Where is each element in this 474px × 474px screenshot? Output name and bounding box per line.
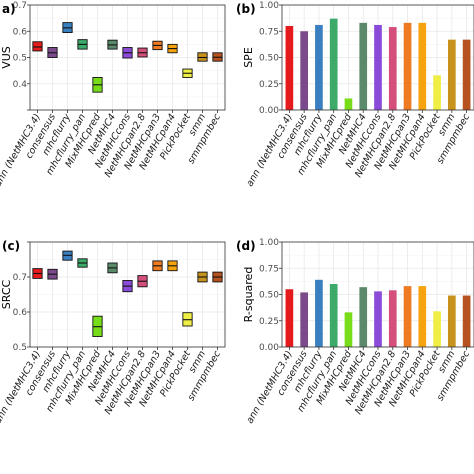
bar-7 — [374, 24, 382, 111]
crossbar-3 — [62, 22, 73, 34]
bar-3 — [315, 24, 323, 111]
y-tick-label: 0.75 — [259, 27, 279, 37]
y-tick-label: 0.4 — [13, 80, 28, 90]
y-axis-title: SRCC — [0, 279, 13, 309]
y-axis-title: VUS — [0, 46, 13, 69]
y-tick-label: 0.6 — [13, 27, 28, 37]
y-tick-label: 0.50 — [259, 54, 279, 64]
bar-9 — [403, 22, 412, 111]
bar-2 — [300, 31, 308, 110]
y-tick-label: 0.6 — [13, 308, 28, 318]
crossbar-7 — [122, 47, 133, 59]
crossbar-6 — [107, 262, 118, 274]
panel-letter: a) — [2, 2, 16, 16]
bar-4 — [329, 284, 338, 347]
bar-10 — [418, 22, 427, 111]
crossbar-8 — [137, 275, 148, 288]
y-tick-label: 0.00 — [259, 106, 279, 116]
bar-3 — [315, 279, 323, 347]
bar-8 — [388, 290, 397, 347]
crossbar-1 — [32, 41, 43, 52]
crossbar-5 — [92, 315, 103, 337]
crossbar-2 — [47, 268, 58, 280]
bar-7 — [374, 291, 382, 347]
bar-6 — [359, 22, 368, 111]
bar-5 — [344, 98, 353, 110]
crossbar-3 — [62, 250, 73, 261]
bar-13 — [462, 39, 471, 110]
bar-6 — [359, 287, 368, 347]
crossbar-12 — [197, 271, 208, 283]
bar-4 — [329, 18, 338, 110]
crossbar-13 — [212, 52, 223, 62]
crossbar-2 — [47, 47, 58, 58]
bar-1 — [285, 26, 294, 110]
bar-9 — [403, 286, 412, 347]
crossbar-10 — [167, 260, 178, 272]
bar-1 — [285, 289, 294, 347]
crossbar-10 — [167, 43, 178, 54]
crossbar-box — [32, 41, 43, 52]
y-tick-label: 1.00 — [259, 238, 279, 248]
panel-letter: (d) — [236, 239, 256, 253]
y-axis-title: R-squared — [242, 267, 255, 323]
bar-12 — [448, 295, 456, 347]
bar-2 — [300, 292, 308, 347]
y-tick-label: 0.50 — [259, 291, 279, 301]
crossbar-7 — [122, 280, 133, 293]
y-tick-label: 0.00 — [259, 343, 279, 353]
y-tick-label: 1.00 — [259, 1, 279, 11]
y-tick-label: 0.75 — [259, 264, 279, 274]
y-tick-label: 0.7 — [13, 273, 27, 283]
panel-letter: (c) — [2, 239, 20, 253]
crossbar-8 — [137, 47, 148, 58]
bar-11 — [433, 311, 441, 347]
bar-11 — [433, 75, 441, 110]
y-axis-title: SPE — [242, 47, 255, 68]
crossbar-12 — [197, 52, 208, 62]
crossbar-9 — [152, 40, 163, 51]
crossbar-4 — [77, 39, 88, 50]
crossbar-13 — [212, 271, 223, 283]
crossbar-1 — [32, 268, 43, 279]
bar-10 — [418, 286, 427, 347]
bar-12 — [448, 39, 456, 110]
bar-8 — [388, 27, 397, 110]
crossbar-11 — [182, 68, 193, 78]
crossbar-4 — [77, 258, 88, 268]
y-tick-label: 0.25 — [259, 317, 279, 327]
y-tick-label: 0.5 — [13, 54, 27, 64]
bar-5 — [344, 312, 353, 347]
y-tick-label: 0.7 — [13, 1, 27, 11]
y-tick-label: 0.25 — [259, 80, 279, 90]
crossbar-9 — [152, 260, 163, 272]
bar-13 — [462, 295, 471, 347]
crossbar-11 — [182, 312, 193, 327]
panel-letter: (b) — [236, 2, 256, 16]
crossbar-5 — [92, 76, 103, 93]
y-tick-label: 0.5 — [13, 343, 27, 353]
crossbar-6 — [107, 39, 118, 50]
